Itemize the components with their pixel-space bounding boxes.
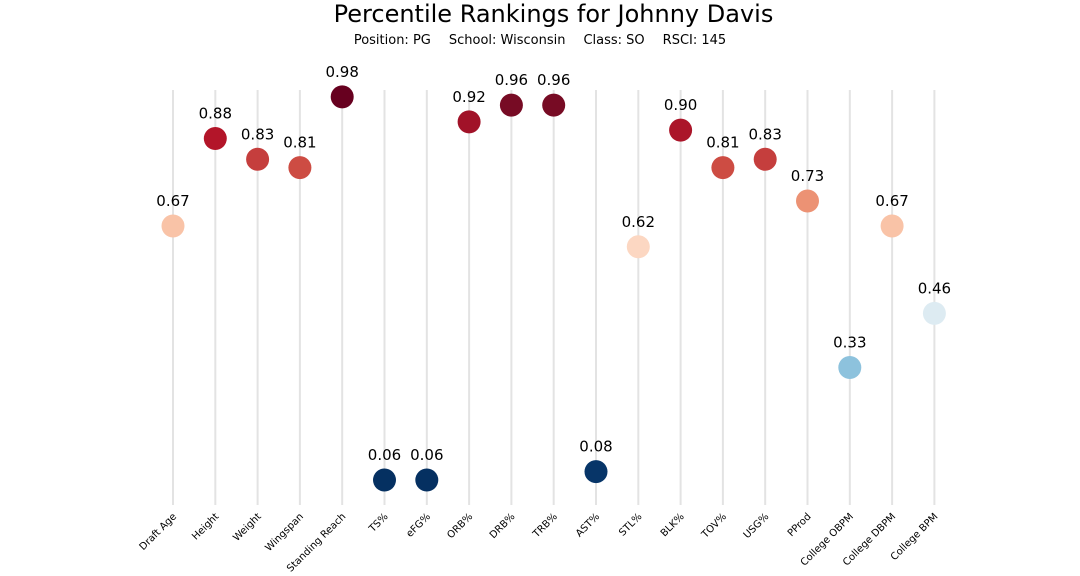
value-label-drb-pct: 0.96 [495, 71, 528, 89]
chart-title: Percentile Rankings for Johnny Davis [333, 0, 774, 28]
value-label-orb-pct: 0.92 [452, 88, 485, 106]
tick-label-height: Height [190, 511, 221, 542]
subtitle-rsci: RSCI: 145 [662, 33, 727, 48]
tick-label-wingspan: Wingspan [263, 511, 306, 554]
tick-label-blk-pct: BLK% [659, 511, 687, 539]
tick-label-ast-pct: AST% [574, 511, 602, 539]
point-efg-pct [415, 468, 439, 492]
subtitle-position: Position: PG [353, 33, 431, 48]
value-label-stl-pct: 0.62 [622, 213, 655, 231]
point-weight [246, 147, 270, 171]
point-usg-pct [753, 147, 777, 171]
point-orb-pct [457, 110, 481, 134]
subtitle-school: School: Wisconsin [448, 33, 566, 48]
value-label-blk-pct: 0.90 [664, 96, 697, 114]
value-label-usg-pct: 0.83 [748, 125, 781, 143]
value-labels: 0.67 0.88 0.83 0.81 0.98 0.06 0.06 0.92 0.96 0.96… [156, 63, 951, 464]
value-label-college-obpm: 0.33 [833, 334, 866, 352]
tick-label-pprod: PProd [786, 511, 814, 539]
value-label-height: 0.88 [199, 104, 232, 122]
point-ts-pct [373, 468, 396, 492]
tick-label-orb-pct: ORB% [445, 511, 475, 541]
value-label-ts-pct: 0.06 [368, 446, 401, 464]
tick-label-stl-pct: STL% [617, 511, 644, 538]
point-drb-pct [499, 93, 523, 117]
tick-label-tov-pct: TOV% [699, 511, 729, 541]
tick-label-ts-pct: TS% [367, 511, 391, 535]
point-wingspan [288, 156, 312, 180]
value-label-ast-pct: 0.08 [579, 438, 612, 456]
value-label-draft-age: 0.67 [156, 192, 189, 210]
tick-label-usg-pct: USG% [742, 511, 772, 541]
tick-label-weight: Weight [231, 511, 263, 543]
point-height [203, 126, 227, 150]
value-label-weight: 0.83 [241, 125, 274, 143]
subtitle-class: Class: SO [583, 33, 645, 48]
value-label-college-dbpm: 0.67 [875, 192, 908, 210]
point-tov-pct [711, 156, 735, 180]
point-ast-pct [584, 460, 608, 484]
point-college-obpm [838, 356, 862, 380]
data-points [161, 85, 946, 492]
point-trb-pct [542, 93, 566, 117]
gridlines [172, 90, 936, 505]
tick-label-draft-age: Draft Age [138, 511, 180, 553]
tick-label-efg-pct: eFG% [405, 511, 433, 539]
value-label-efg-pct: 0.06 [410, 446, 443, 464]
value-label-college-bpm: 0.46 [918, 279, 951, 297]
value-label-pprod: 0.73 [791, 167, 824, 185]
point-college-dbpm [880, 214, 904, 238]
chart-subtitle: Position: PG School: Wisconsin Class: SO RS… [0, 33, 1080, 48]
value-label-wingspan: 0.81 [283, 134, 316, 152]
tick-label-trb-pct: TRB% [531, 511, 560, 540]
value-label-tov-pct: 0.81 [706, 134, 739, 152]
point-pprod [796, 189, 819, 213]
value-label-trb-pct: 0.96 [537, 71, 570, 89]
point-college-bpm [922, 301, 946, 325]
point-standing-reach [330, 85, 354, 109]
value-label-standing-reach: 0.98 [325, 63, 358, 81]
point-blk-pct [669, 118, 693, 142]
tick-label-drb-pct: DRB% [488, 511, 518, 541]
point-draft-age [161, 214, 185, 238]
point-stl-pct [626, 235, 650, 259]
